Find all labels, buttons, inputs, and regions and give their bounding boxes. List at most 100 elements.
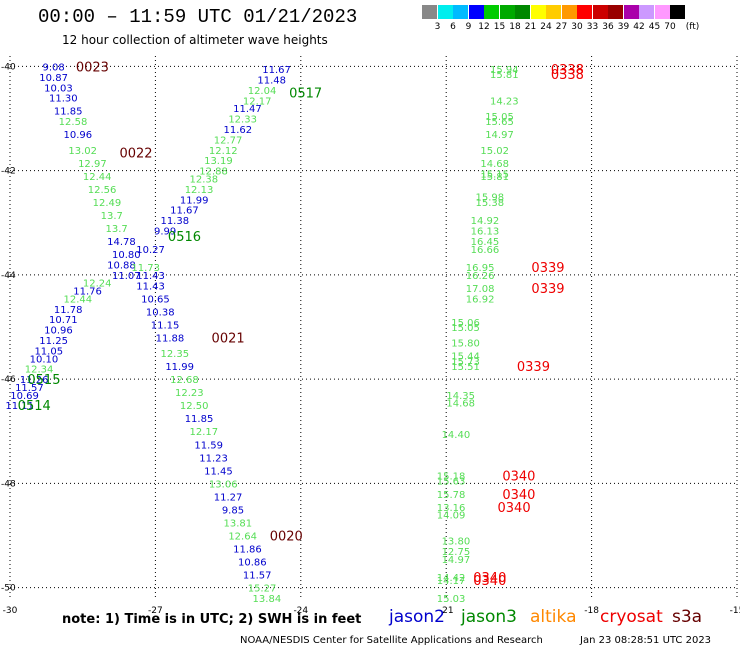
chart-subtitle: 12 hour collection of altimeter wave hei…	[62, 33, 328, 47]
wave-height-value: 13.7	[101, 211, 123, 222]
wave-height-value: 15.94	[490, 65, 519, 76]
wave-height-value: 15.44	[451, 352, 480, 363]
wave-height-value: 10.69	[10, 391, 39, 402]
wave-height-value: 12.50	[180, 401, 209, 412]
color-scale-label: 39	[617, 22, 630, 32]
wave-height-value: 12.12	[209, 146, 238, 157]
pass-time-label: 0515	[27, 373, 60, 388]
wave-height-value: 12.13	[185, 185, 214, 196]
color-scale-swatch	[484, 5, 499, 19]
x-tick-label: -21	[439, 606, 454, 616]
wave-height-value: 13.06	[209, 479, 238, 490]
wave-height-value: 12.38	[190, 174, 219, 185]
wave-height-value: 15.78	[437, 490, 466, 501]
color-scale-swatch	[608, 5, 623, 19]
x-tick-label: -15	[730, 606, 740, 616]
color-scale-label: 33	[586, 22, 599, 32]
wave-height-value: 16.92	[466, 294, 495, 305]
wave-height-value: 15.18	[437, 472, 466, 483]
wave-height-value: 11.67	[262, 65, 291, 76]
footer-credit: NOAA/NESDIS Center for Satellite Applica…	[240, 635, 543, 646]
color-scale-swatch	[623, 5, 639, 19]
pass-time-label: 0023	[76, 60, 109, 75]
color-scale-label: 30	[571, 22, 583, 32]
footer-timestamp: Jan 23 08:28:51 UTC 2023	[580, 635, 712, 646]
wave-height-value: 14.42	[437, 573, 466, 584]
color-scale-label: 21	[524, 22, 537, 32]
color-scale-label: 42	[633, 22, 645, 32]
wave-height-value: 11.07	[112, 271, 141, 282]
wave-height-value: 10.38	[146, 307, 175, 318]
wave-height-value: 11.23	[199, 453, 228, 464]
wave-height-value: 11.38	[160, 216, 189, 227]
satellite-legend-s3a: s3a	[672, 607, 703, 627]
y-tick-label: -46	[1, 375, 16, 385]
pass-time-label: 0339	[531, 261, 564, 276]
color-scale-label: 36	[602, 22, 614, 32]
wave-height-value: 10.96	[44, 326, 73, 337]
wave-height-value: 11.47	[233, 104, 262, 115]
wave-height-value: 10.71	[49, 315, 78, 326]
wave-height-value: 12.04	[248, 86, 277, 97]
wave-height-value: 15.05	[485, 112, 514, 123]
wave-height-value: 11.45	[204, 466, 233, 477]
color-scale-swatch	[592, 5, 608, 19]
wave-height-value: 14.97	[442, 555, 471, 566]
color-scale-label: 70	[664, 22, 676, 32]
wave-height-value: 14.68	[446, 399, 475, 410]
wave-height-value: 12.17	[190, 427, 219, 438]
wave-height-value: 11.78	[54, 305, 83, 316]
wave-height-value: 12.44	[83, 172, 112, 183]
wave-height-value: 12.97	[78, 159, 107, 170]
wave-height-value: 14.68	[480, 159, 509, 170]
wave-height-value: 10.87	[39, 73, 68, 84]
wave-height-value: 13.84	[253, 594, 282, 605]
wave-height-value: 11.15	[151, 320, 180, 331]
color-scale-label: 6	[450, 22, 456, 32]
color-scale-label: 45	[648, 22, 661, 32]
pass-time-label: 0516	[168, 230, 201, 245]
wave-height-value: 16.26	[466, 271, 495, 282]
wave-height-value: 15.38	[475, 198, 504, 209]
color-scale-swatch	[670, 5, 685, 19]
color-scale-label: 9	[465, 22, 472, 32]
color-scale-label: 15	[493, 22, 506, 32]
wave-height-value: 13.80	[442, 537, 471, 548]
wave-height-value: 11.85	[54, 107, 83, 118]
color-scale-label: 12	[478, 22, 490, 32]
wave-height-value: 10.10	[30, 354, 59, 365]
wave-height-value: 16.95	[466, 263, 495, 274]
wave-height-value: 16.13	[471, 227, 500, 238]
color-scale-unit: (ft)	[685, 22, 700, 32]
wave-height-value: 11.11	[5, 401, 34, 412]
x-tick-label: -27	[148, 606, 163, 616]
wave-height-value: 14.92	[471, 216, 500, 227]
wave-height-value: 11.62	[223, 125, 252, 136]
wave-height-value: 15.05	[451, 323, 480, 334]
x-tick-label: -30	[3, 606, 18, 616]
color-scale-swatch	[530, 5, 546, 19]
wave-height-value: 11.48	[257, 75, 286, 86]
wave-height-value: 11.99	[165, 362, 194, 373]
y-tick-label: -44	[1, 271, 16, 281]
wave-height-value: 12.68	[170, 375, 199, 386]
wave-height-value: 11.25	[39, 336, 68, 347]
color-scale-swatch	[515, 5, 530, 19]
wave-height-value: 12.75	[442, 547, 471, 558]
wave-height-value: 15.02	[480, 146, 509, 157]
pass-time-label: 0340	[502, 488, 535, 503]
wave-height-value: 14.78	[107, 237, 136, 248]
pass-time-label: 0517	[289, 86, 322, 101]
wave-height-value: 15.15	[480, 169, 509, 180]
wave-height-value: 10.80	[112, 250, 141, 261]
satellite-legend-cryosat: cryosat	[600, 607, 663, 627]
x-tick-label: -18	[584, 606, 599, 616]
wave-height-value: 10.88	[107, 260, 136, 271]
wave-height-value: 10.96	[64, 130, 93, 141]
wave-height-value: 12.23	[175, 388, 204, 399]
color-scale-label: 24	[540, 22, 552, 32]
wave-height-value: 10.03	[44, 83, 73, 94]
wave-height-value: 11.57	[15, 383, 44, 394]
wave-height-value: 11.59	[194, 440, 223, 451]
wave-height-value: 12.77	[214, 135, 243, 146]
